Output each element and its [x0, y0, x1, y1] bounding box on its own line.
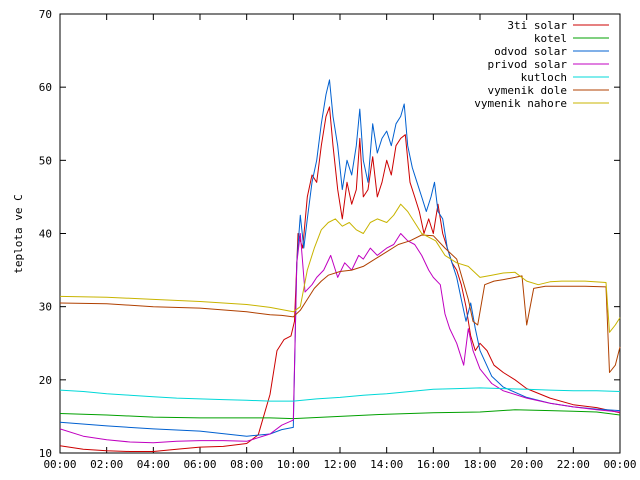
legend-label: 3ti solar	[507, 19, 567, 32]
series-line-privod-solar	[59, 233, 621, 444]
y-tick-label: 30	[39, 301, 52, 314]
y-tick-label: 20	[39, 374, 52, 387]
x-tick-label: 10:00	[277, 458, 310, 471]
series-lines	[59, 79, 621, 452]
x-tick-label: 00:00	[43, 458, 76, 471]
series-line-kutloch	[59, 387, 621, 402]
legend-label: kutloch	[521, 71, 567, 84]
x-tick-label: 16:00	[417, 458, 450, 471]
x-tick-label: 06:00	[183, 458, 216, 471]
x-tick-label: 18:00	[463, 458, 496, 471]
x-tick-label: 08:00	[230, 458, 263, 471]
y-tick-label: 70	[39, 8, 52, 21]
y-tick-label: 40	[39, 228, 52, 241]
series-line-kotel	[59, 409, 621, 420]
x-tick-label: 22:00	[557, 458, 590, 471]
y-tick-label: 50	[39, 154, 52, 167]
legend-label: vymenik nahore	[474, 97, 567, 110]
y-tick-label: 60	[39, 81, 52, 94]
x-tick-label: 14:00	[370, 458, 403, 471]
legend-label: odvod solar	[494, 45, 567, 58]
legend-label: privod solar	[488, 58, 568, 71]
legend-label: vymenik dole	[488, 84, 567, 97]
x-axis: 00:00 02:00 04:00 06:00 08:00 10:00 12:00 14:00…	[43, 14, 637, 471]
x-tick-label: 12:00	[323, 458, 356, 471]
y-axis: 10 20 30 40 50 60 70	[39, 8, 620, 460]
series-line-vymenik-dole	[59, 234, 621, 373]
y-axis-title: teplota ve C	[12, 194, 25, 273]
x-tick-label: 04:00	[137, 458, 170, 471]
series-line-vymenik-nahore	[59, 203, 621, 333]
x-tick-label: 00:00	[603, 458, 636, 471]
x-tick-label: 20:00	[510, 458, 543, 471]
series-line-3ti-solar	[59, 106, 621, 452]
legend-label: kotel	[534, 32, 567, 45]
x-tick-label: 02:00	[90, 458, 123, 471]
y-tick-label: 10	[39, 447, 52, 460]
series-line-odvod-solar	[59, 79, 621, 437]
